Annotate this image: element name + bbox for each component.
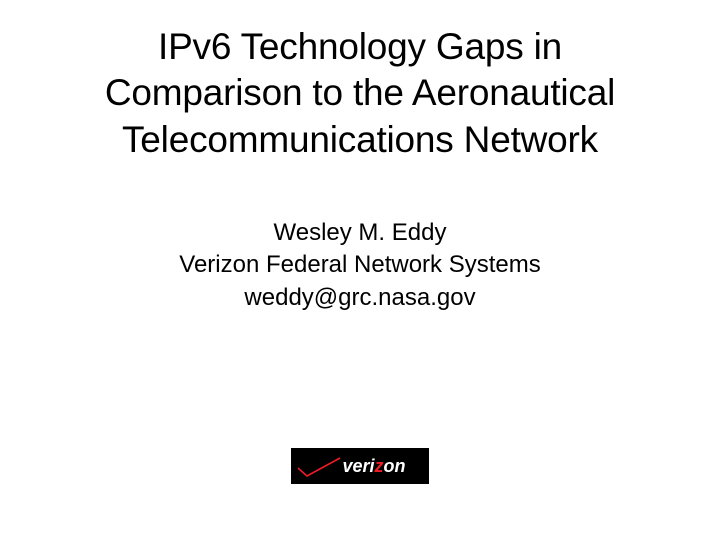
- slide-title: IPv6 Technology Gaps in Comparison to th…: [0, 0, 720, 163]
- brand-prefix: veri: [342, 456, 374, 477]
- slide: IPv6 Technology Gaps in Comparison to th…: [0, 0, 720, 540]
- verizon-logo-box: verizon: [291, 448, 429, 484]
- brand-accent: z: [375, 456, 384, 477]
- author-org: Verizon Federal Network Systems: [0, 249, 720, 281]
- verizon-wordmark: verizon: [342, 456, 405, 477]
- verizon-check-icon: [297, 456, 341, 478]
- title-line-1: IPv6 Technology Gaps in: [30, 24, 690, 70]
- title-line-2: Comparison to the Aeronautical: [30, 70, 690, 116]
- slide-subtitle: Wesley M. Eddy Verizon Federal Network S…: [0, 217, 720, 314]
- title-line-3: Telecommunications Network: [30, 117, 690, 163]
- author-name: Wesley M. Eddy: [0, 217, 720, 249]
- verizon-logo: verizon: [291, 448, 429, 484]
- brand-suffix: on: [384, 456, 406, 477]
- author-email: weddy@grc.nasa.gov: [0, 282, 720, 314]
